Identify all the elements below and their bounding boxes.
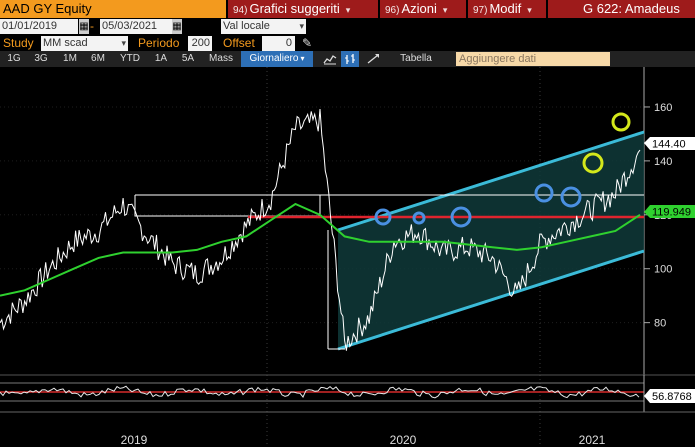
yellow-circle-markers bbox=[582, 112, 631, 174]
marker-circle bbox=[560, 186, 582, 208]
chevron-down-icon: ▾ bbox=[442, 5, 448, 15]
period-ytd[interactable]: YTD bbox=[120, 53, 140, 64]
price-tick-label: 140 bbox=[654, 156, 672, 168]
rsi-panel: 56.8768 bbox=[0, 375, 695, 412]
chevron-down-icon: ▾ bbox=[345, 5, 351, 15]
chevron-down-icon: ▾ bbox=[300, 54, 305, 63]
price-tick-label: 100 bbox=[654, 264, 672, 276]
start-date-field[interactable]: 01/01/2019 bbox=[0, 19, 78, 34]
offset-label: Offset bbox=[223, 36, 255, 50]
period-3g[interactable]: 3G bbox=[34, 53, 48, 64]
menu-label: Modif bbox=[489, 1, 522, 16]
study-dropdown[interactable]: MM scad bbox=[41, 36, 128, 51]
channel-fill bbox=[338, 132, 644, 349]
ma-value-text: 119.949 bbox=[652, 207, 691, 219]
price-tick-label: 80 bbox=[654, 318, 666, 330]
frequency-label: Giornaliero bbox=[249, 53, 299, 64]
bar-chart-icon[interactable] bbox=[341, 51, 359, 67]
period-mass[interactable]: Mass bbox=[209, 53, 233, 64]
moving-average-line bbox=[0, 202, 641, 297]
marker-circle bbox=[582, 152, 604, 174]
security-title: G 622: Amadeus bbox=[548, 0, 695, 18]
price-chart[interactable]: 16014012010080 144.40 119.949 bbox=[0, 67, 695, 447]
x-axis-year-label: 2021 bbox=[579, 433, 606, 447]
chart-options-icon[interactable] bbox=[364, 51, 382, 67]
menu-modif[interactable]: 97) Modif ▾ bbox=[468, 0, 546, 18]
period-label: Periodo bbox=[138, 36, 180, 50]
blue-circle-markers bbox=[374, 183, 582, 228]
marker-circle bbox=[450, 206, 472, 228]
currency-dropdown[interactable]: Val locale bbox=[221, 19, 306, 34]
chevron-down-icon: ▾ bbox=[527, 5, 532, 15]
menu-grafici-suggeriti[interactable]: 94) Grafici suggeriti ▾ bbox=[228, 0, 378, 18]
last-price-text: 144.40 bbox=[652, 139, 686, 151]
marker-circle bbox=[374, 208, 392, 226]
period-1a[interactable]: 1A bbox=[154, 53, 168, 64]
rsi-line bbox=[0, 385, 640, 399]
menu-label: Grafici suggeriti bbox=[249, 1, 340, 16]
calendar-icon[interactable]: ▦ bbox=[172, 19, 182, 34]
period-1m[interactable]: 1M bbox=[63, 53, 77, 64]
study-label: Study bbox=[3, 36, 34, 50]
date-separator: - bbox=[90, 19, 94, 33]
menu-azioni[interactable]: 96) Azioni ▾ bbox=[380, 0, 466, 18]
channel-lower-line bbox=[337, 249, 645, 351]
rsi-value-text: 56.8768 bbox=[652, 391, 692, 403]
period-1g[interactable]: 1G bbox=[7, 53, 21, 64]
ticker-field[interactable]: AAD GY Equity bbox=[0, 0, 226, 18]
price-axis-ticks: 16014012010080 bbox=[644, 102, 672, 330]
line-chart-icon[interactable] bbox=[322, 51, 338, 67]
period-5a[interactable]: 5A bbox=[181, 53, 195, 64]
marker-circle bbox=[412, 211, 426, 225]
ma-value-badge: 119.949 bbox=[644, 205, 695, 219]
x-axis-labels: 2019 2020 2021 bbox=[121, 433, 606, 447]
price-tick-label: 160 bbox=[654, 102, 672, 114]
last-price-badge: 144.40 bbox=[644, 137, 695, 151]
table-button[interactable]: Tabella bbox=[400, 53, 432, 64]
price-axis-panel bbox=[644, 67, 695, 375]
rsi-badge bbox=[644, 389, 695, 403]
menu-number: 96) bbox=[385, 5, 400, 16]
end-date-field[interactable]: 05/03/2021 bbox=[100, 19, 172, 34]
vertical-gridlines bbox=[266, 67, 541, 447]
x-axis-year-label: 2020 bbox=[390, 433, 417, 447]
add-data-field[interactable]: Aggiungere dati bbox=[456, 52, 610, 66]
offset-field[interactable]: 0 bbox=[262, 36, 295, 51]
menu-label: Azioni bbox=[401, 1, 437, 16]
x-axis-year-label: 2019 bbox=[121, 433, 148, 447]
marker-circle bbox=[534, 183, 554, 203]
period-6m[interactable]: 6M bbox=[91, 53, 105, 64]
marker-circle bbox=[611, 112, 631, 132]
study-row bbox=[0, 35, 695, 51]
period-field[interactable]: 200 bbox=[188, 36, 212, 51]
menu-number: 94) bbox=[233, 5, 248, 16]
price-series-line bbox=[0, 108, 641, 351]
pencil-icon[interactable]: ✎ bbox=[302, 36, 313, 50]
calendar-icon[interactable]: ▦ bbox=[79, 19, 89, 34]
frequency-dropdown[interactable]: Giornaliero ▾ bbox=[241, 51, 313, 67]
menu-number: 97) bbox=[473, 5, 488, 16]
